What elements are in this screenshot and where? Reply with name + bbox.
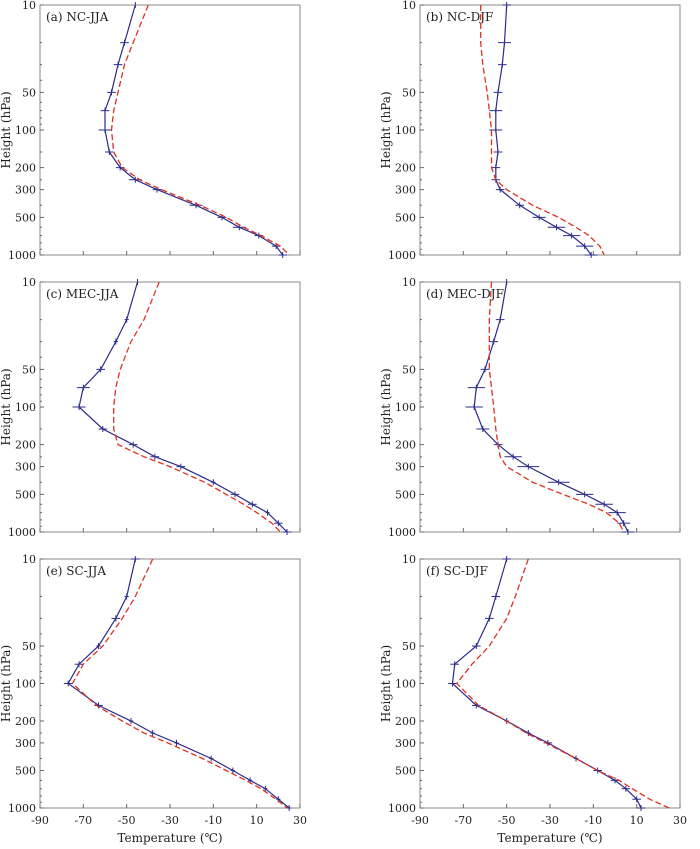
model-series-line [480, 5, 605, 256]
x-axis-title: Temperature (℃) [117, 831, 222, 845]
y-tick-label: 200 [15, 715, 36, 728]
y-tick-label: 500 [15, 488, 36, 501]
y-tick-label: 100 [15, 124, 36, 137]
model-series-line [110, 4, 290, 256]
y-axis-title: Height (hPa) [379, 645, 393, 722]
panel-label: (b) NC-DJF [426, 10, 493, 24]
y-tick-label: 1000 [388, 802, 416, 815]
panel-label: (d) MEC-DJF [426, 287, 504, 301]
x-tick-label: -90 [411, 814, 429, 827]
model-series-line [455, 558, 670, 809]
y-tick-label: 500 [395, 211, 416, 224]
panel-e: 10 50 100 200 300 500 1000 Height (hPa) (e) SC-J… [0, 553, 301, 815]
y-tick-label: 200 [395, 439, 416, 452]
panel-a: 10 50 100 200 300 500 1000 Height (hPa) (a) NC-J… [0, 0, 301, 262]
y-tick-label: 100 [395, 401, 416, 414]
y-tick-label: 10 [402, 276, 416, 289]
y-tick-label: 10 [402, 553, 416, 566]
observed-series-line [451, 558, 642, 809]
y-tick-label: 50 [22, 640, 36, 653]
panel-frame [39, 558, 301, 809]
x-tick-label: -50 [118, 814, 136, 827]
y-tick-label: 50 [402, 363, 416, 376]
y-axis-title: Height (hPa) [0, 91, 13, 168]
y-tick-label: 100 [15, 678, 36, 691]
model-series-line [488, 281, 625, 533]
y-tick-label: 1000 [388, 249, 416, 262]
y-axis-title: Height (hPa) [379, 368, 393, 445]
x-tick-label: 10 [630, 814, 644, 827]
panel-frame [39, 4, 301, 256]
y-tick-label: 300 [15, 461, 36, 474]
y-tick-label: 50 [402, 86, 416, 99]
panel-frame [419, 281, 681, 533]
y-tick-label: 300 [15, 737, 36, 750]
panel-frame [419, 4, 681, 256]
y-tick-label: 300 [15, 184, 36, 197]
y-axis-title: Height (hPa) [379, 91, 393, 168]
y-tick-label: 10 [22, 553, 36, 566]
y-tick-label: 500 [15, 211, 36, 224]
x-tick-label: -70 [454, 814, 472, 827]
panel-label: (e) SC-JJA [46, 564, 106, 578]
y-tick-label: 200 [15, 162, 36, 175]
y-tick-label: 1000 [8, 526, 36, 539]
y-tick-label: 500 [395, 488, 416, 501]
x-tick-label: -90 [31, 814, 49, 827]
y-tick-label: 300 [395, 461, 416, 474]
y-tick-label: 10 [22, 0, 36, 12]
panel-d: 10 50 100 200 300 500 1000 Height (hPa) (d) MEC-… [379, 276, 681, 539]
y-tick-label: 300 [395, 737, 416, 750]
panel-label: (a) NC-JJA [46, 10, 109, 24]
observed-series-line [495, 4, 592, 256]
x-tick-label: -70 [74, 814, 92, 827]
y-tick-label: 10 [402, 0, 416, 12]
x-tick-label: -50 [498, 814, 516, 827]
panel-frame [419, 558, 681, 809]
x-tick-label: -30 [161, 814, 179, 827]
y-tick-label: 1000 [8, 249, 36, 262]
panel-c: 10 50 100 200 300 500 1000 Height (hPa) (c) MEC-… [0, 276, 301, 539]
y-tick-label: 1000 [8, 802, 36, 815]
x-tick-label: -10 [584, 814, 602, 827]
y-tick-label: 500 [395, 765, 416, 778]
x-tick-label: 30 [293, 814, 307, 827]
y-tick-label: 1000 [388, 526, 416, 539]
x-tick-label: 10 [250, 814, 264, 827]
panel-b: 10 50 100 200 300 500 1000 Height (hPa) (b) NC-D… [379, 0, 681, 262]
observed-series-line [104, 4, 284, 256]
model-series-line [71, 558, 288, 809]
y-tick-label: 200 [15, 439, 36, 452]
y-axis-title: Height (hPa) [0, 645, 13, 722]
y-tick-label: 50 [22, 86, 36, 99]
observed-series-line [78, 281, 288, 533]
y-tick-label: 100 [395, 124, 416, 137]
model-series-line [113, 281, 281, 533]
panel-label: (c) MEC-JJA [46, 287, 119, 301]
observed-series-line [67, 558, 290, 809]
y-tick-label: 100 [395, 678, 416, 691]
y-tick-label: 100 [15, 401, 36, 414]
panel-f: 10 50 100 200 300 500 1000 Height (hPa) (f) SC-D… [379, 553, 687, 845]
y-tick-label: 300 [395, 184, 416, 197]
y-tick-label: 50 [402, 640, 416, 653]
y-tick-label: 10 [22, 276, 36, 289]
y-tick-label: 200 [395, 162, 416, 175]
y-tick-label: 500 [15, 765, 36, 778]
x-tick-label: -10 [204, 814, 222, 827]
panel-label: (f) SC-DJF [426, 564, 488, 578]
y-tick-label: 50 [22, 363, 36, 376]
y-tick-label: 200 [395, 715, 416, 728]
y-axis-title: Height (hPa) [0, 368, 13, 445]
x-axis-title: Temperature (℃) [497, 831, 602, 845]
x-tick-label: 30 [673, 814, 687, 827]
x-tick-label: -30 [541, 814, 559, 827]
